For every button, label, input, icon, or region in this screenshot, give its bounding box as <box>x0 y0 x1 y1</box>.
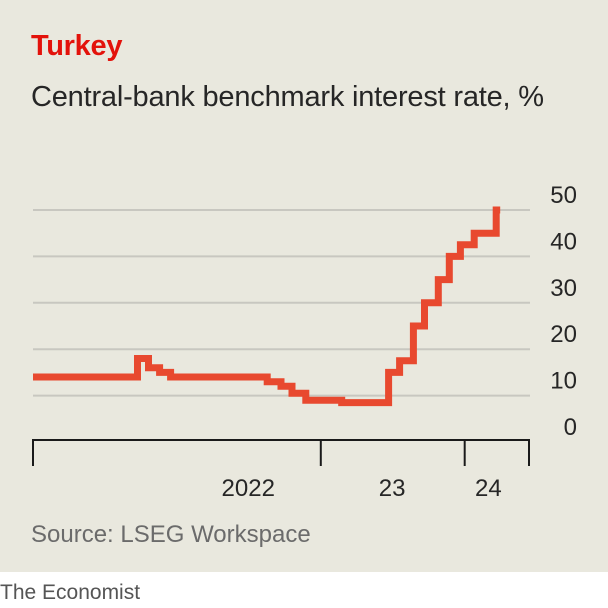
y-tick-label: 50 <box>550 182 577 209</box>
x-tick-label: 24 <box>475 475 502 502</box>
x-tick-label: 23 <box>379 475 406 502</box>
chart-subtitle: Central-bank benchmark interest rate, % <box>31 81 544 113</box>
series-layer <box>33 206 501 407</box>
chart-title: Turkey <box>31 30 123 62</box>
y-tick-label: 20 <box>550 321 577 348</box>
chart-card <box>0 0 608 572</box>
x-axis <box>32 439 530 466</box>
series-line-0 <box>33 206 501 407</box>
y-tick-labels: 0 10 20 30 40 50 <box>550 182 577 441</box>
source-note: Source: LSEG Workspace <box>31 521 311 548</box>
line-chart: 0 10 20 30 40 50 2022 23 24 <box>32 182 577 502</box>
x-tick-labels: 2022 23 24 <box>222 475 502 502</box>
y-tick-label: 40 <box>550 228 577 255</box>
y-tick-label: 30 <box>550 275 577 302</box>
brand-label: The Economist <box>0 581 141 604</box>
y-tick-label: 0 <box>564 414 577 441</box>
grid-lines <box>33 209 530 397</box>
x-tick-label: 2022 <box>222 475 275 502</box>
y-tick-label: 10 <box>550 368 577 395</box>
